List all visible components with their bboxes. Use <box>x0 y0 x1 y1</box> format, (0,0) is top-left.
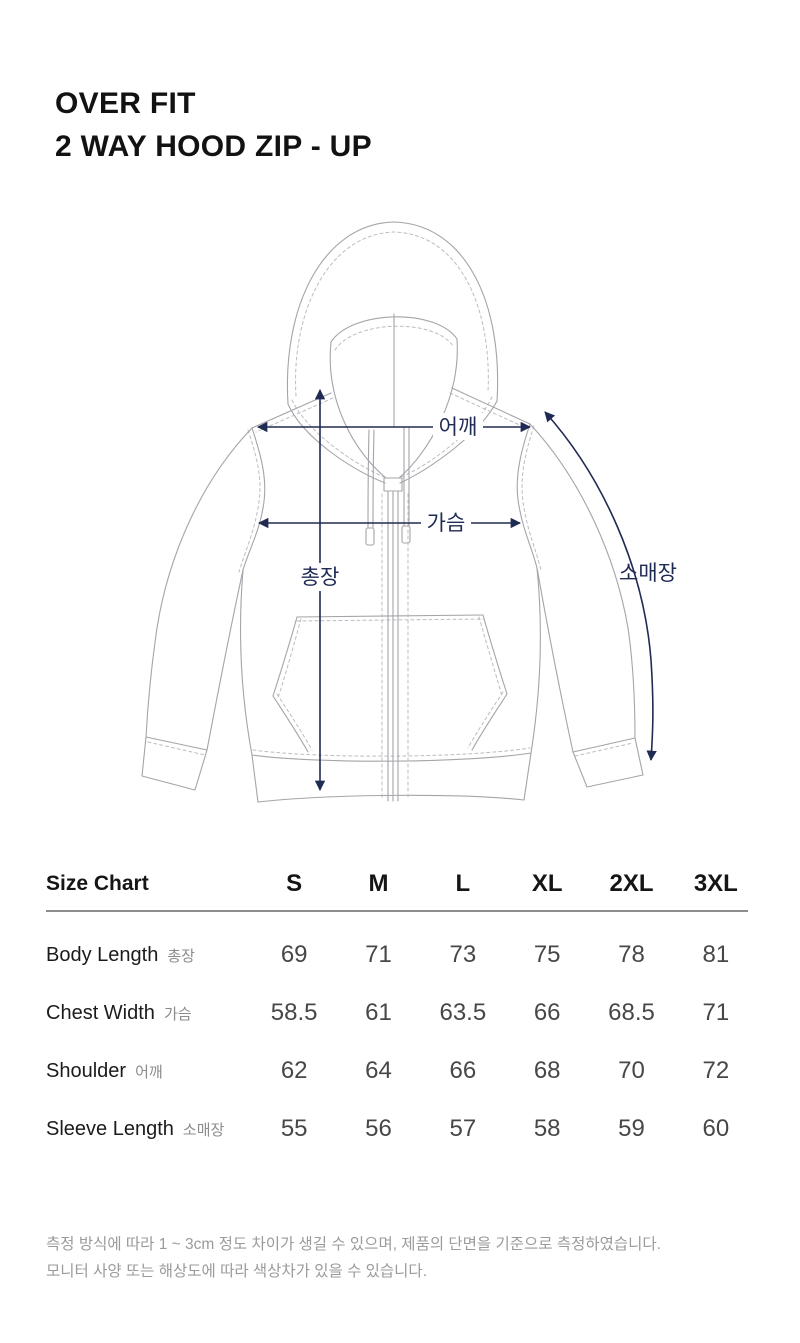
header-divider <box>46 910 748 912</box>
sleeve-length-arrow <box>544 411 657 762</box>
cell-value: 72 <box>702 1057 730 1084</box>
row-label: Body Length 총장 <box>46 944 252 967</box>
page-title: OVER FIT 2 WAY HOOD ZIP - UP <box>55 82 372 168</box>
shoulder-label: 어깨 <box>439 416 478 439</box>
table-row-body-length: Body Length 총장 69 71 73 75 78 81 <box>46 926 758 984</box>
row-label: Sleeve Length 소매장 <box>46 1118 252 1141</box>
cell-value: 63.5 <box>439 999 487 1026</box>
cell-value: 71 <box>702 999 730 1026</box>
body-length-label-bg <box>296 563 344 591</box>
size-col-xl: XL <box>531 870 563 897</box>
sleeve-length-label: 소매장 <box>619 562 677 585</box>
cell-value: 70 <box>618 1057 645 1084</box>
cell-value: 68 <box>533 1057 561 1084</box>
cell-value: 68.5 <box>608 999 655 1026</box>
row-label-en: Shoulder <box>46 1059 127 1082</box>
size-chart-heading: Size Chart <box>46 872 149 895</box>
chest-label-bg <box>421 509 471 536</box>
cell-value: 60 <box>702 1115 730 1142</box>
measurement-annotations: 어깨 가슴 총장 소매장 <box>256 388 677 792</box>
row-label-ko: 가슴 <box>163 1005 192 1023</box>
cell-value: 61 <box>365 999 392 1026</box>
size-col-m: M <box>368 870 389 897</box>
cell-value: 71 <box>365 941 392 968</box>
size-col-2xl: 2XL <box>609 870 654 897</box>
table-row-chest-width: Chest Width 가슴 58.5 61 63.5 66 68.5 71 <box>46 984 758 1042</box>
shoulder-label-bg <box>433 413 483 440</box>
table-row-shoulder: Shoulder 어깨 62 64 66 68 70 72 <box>46 1042 758 1100</box>
cell-value: 58.5 <box>270 999 318 1026</box>
disclaimer-line2: 모니터 사양 또는 해상도에 따라 색상차가 있을 수 있습니다. <box>46 1263 427 1280</box>
cell-value: 55 <box>280 1115 308 1142</box>
cell-value: 57 <box>449 1115 477 1142</box>
row-label-en: Body Length <box>46 943 159 966</box>
row-label: Shoulder 어깨 <box>46 1060 252 1083</box>
row-label-en: Sleeve Length <box>46 1117 174 1140</box>
size-col-s: S <box>286 870 303 897</box>
cell-value: 56 <box>365 1115 392 1142</box>
cell-value: 81 <box>702 941 730 968</box>
cell-value: 69 <box>280 941 308 968</box>
measurement-disclaimer: 측정 방식에 따라 1 ~ 3cm 정도 차이가 생길 수 있으며, 제품의 단… <box>46 1231 756 1285</box>
body-length-label: 총장 <box>301 566 340 589</box>
hoodie-sketch <box>141 221 644 803</box>
page-title-line1: OVER FIT <box>55 87 196 120</box>
row-label-ko: 어깨 <box>135 1063 163 1081</box>
size-chart-header-row: Size Chart S M L XL 2XL 3XL <box>46 858 758 910</box>
row-label: Chest Width 가슴 <box>46 1002 252 1025</box>
hoodie-measurement-diagram: 어깨 가슴 총장 소매장 <box>141 221 677 803</box>
table-row-sleeve-length: Sleeve Length 소매장 55 56 57 58 59 60 <box>46 1100 758 1158</box>
size-col-l: L <box>455 870 471 897</box>
cell-value: 59 <box>618 1115 645 1142</box>
disclaimer-line1: 측정 방식에 따라 1 ~ 3cm 정도 차이가 생길 수 있으며, 제품의 단… <box>46 1236 661 1253</box>
cell-value: 78 <box>618 941 645 968</box>
size-col-3xl: 3XL <box>693 870 738 897</box>
row-label-ko: 소매장 <box>182 1121 225 1139</box>
size-chart-rows: Body Length 총장 69 71 73 75 78 81 Chest Wi… <box>46 912 758 1158</box>
cell-value: 66 <box>533 999 561 1026</box>
size-chart-table: Size Chart S M L XL 2XL 3XL Body Length 총… <box>46 858 758 1158</box>
row-label-ko: 총장 <box>167 947 195 965</box>
cell-value: 62 <box>280 1057 308 1084</box>
cell-value: 64 <box>365 1057 392 1084</box>
cell-value: 66 <box>449 1057 477 1084</box>
row-label-en: Chest Width <box>46 1001 155 1024</box>
cell-value: 75 <box>533 941 561 968</box>
page-title-line2: 2 WAY HOOD ZIP - UP <box>55 130 372 163</box>
cell-value: 58 <box>533 1115 561 1142</box>
chest-label: 가슴 <box>427 512 466 535</box>
cell-value: 73 <box>449 941 477 968</box>
